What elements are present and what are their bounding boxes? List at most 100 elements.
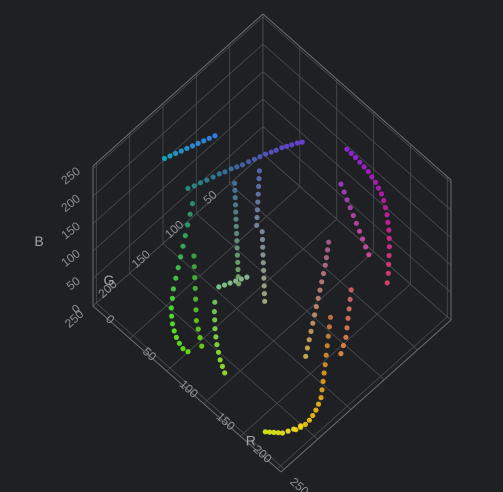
scatter-point[interactable] (214, 342, 220, 348)
scatter-point[interactable] (234, 230, 240, 237)
scatter-point[interactable] (256, 176, 262, 182)
scatter-point[interactable] (262, 298, 268, 304)
scatter-point[interactable] (294, 140, 300, 146)
scatter-point[interactable] (322, 262, 328, 268)
scatter-point[interactable] (262, 429, 268, 435)
scatter-point[interactable] (320, 378, 326, 384)
scatter-point[interactable] (199, 343, 205, 349)
scatter-point[interactable] (320, 270, 327, 277)
scatter-point[interactable] (293, 427, 299, 433)
scatter-point[interactable] (187, 211, 193, 217)
scatter-point[interactable] (285, 428, 291, 434)
scatter-point[interactable] (318, 395, 324, 401)
scatter-point[interactable] (299, 139, 305, 145)
scatter-point[interactable] (169, 313, 175, 319)
scatter-point[interactable] (185, 222, 191, 228)
scatter-point[interactable] (233, 209, 239, 215)
scatter-point[interactable] (360, 236, 366, 242)
scatter-point[interactable] (279, 145, 285, 151)
scatter-point[interactable] (232, 202, 239, 208)
scatter-point[interactable] (308, 328, 314, 334)
scatter-point[interactable] (215, 349, 222, 355)
scatter-point[interactable] (323, 255, 329, 261)
scatter-point[interactable] (338, 351, 344, 357)
scatter-point[interactable] (302, 421, 308, 427)
scatter-point[interactable] (306, 337, 312, 343)
scatter-point[interactable] (180, 346, 186, 352)
scatter-point[interactable] (236, 281, 242, 287)
scatter-point[interactable] (213, 334, 219, 340)
scatter-point[interactable] (254, 207, 260, 213)
scatter-point[interactable] (182, 233, 188, 239)
scatter-point[interactable] (192, 285, 198, 291)
scatter-point[interactable] (185, 349, 191, 355)
scatter-point[interactable] (255, 191, 261, 197)
scatter-point[interactable] (326, 239, 332, 245)
scatter-point[interactable] (261, 283, 267, 289)
scatter-point[interactable] (168, 305, 174, 311)
scatter-point[interactable] (323, 352, 329, 358)
scatter-point[interactable] (375, 185, 382, 191)
scatter-point[interactable] (348, 150, 354, 156)
scatter-point[interactable] (260, 244, 266, 250)
scatter-point[interactable] (344, 197, 350, 203)
scatter-point[interactable] (356, 228, 363, 234)
scatter-point[interactable] (361, 164, 367, 170)
scatter-point[interactable] (317, 287, 323, 293)
scatter-point[interactable] (169, 295, 175, 301)
scatter-point[interactable] (193, 296, 199, 302)
scatter-point[interactable] (327, 314, 334, 320)
scatter-point[interactable] (167, 153, 173, 159)
scatter-point[interactable] (216, 284, 222, 290)
scatter-point[interactable] (178, 254, 184, 260)
scatter-point[interactable] (189, 201, 196, 207)
scatter-point[interactable] (246, 159, 252, 165)
scatter-point[interactable] (201, 138, 207, 144)
scatter-point[interactable] (373, 179, 379, 185)
scatter-point[interactable] (211, 309, 217, 315)
scatter-point[interactable] (363, 244, 369, 250)
scatter-point[interactable] (322, 362, 328, 368)
scatter-point[interactable] (222, 169, 228, 175)
scatter-point[interactable] (298, 424, 304, 430)
scatter-point[interactable] (219, 363, 225, 369)
scatter-point[interactable] (227, 280, 233, 286)
scatter-point[interactable] (191, 264, 197, 270)
scatter-point[interactable] (161, 155, 167, 162)
scatter-point[interactable] (386, 235, 392, 241)
scatter-point[interactable] (271, 429, 277, 435)
scatter-point[interactable] (185, 185, 191, 191)
scatter-point[interactable] (326, 324, 332, 330)
scatter-point[interactable] (260, 260, 266, 266)
scatter-point[interactable] (191, 253, 197, 259)
scatter-point[interactable] (347, 296, 353, 302)
scatter-point[interactable] (345, 315, 351, 321)
scatter-point[interactable] (347, 205, 353, 211)
scatter-point[interactable] (384, 212, 390, 218)
scatter-point[interactable] (255, 199, 261, 205)
scatter-point[interactable] (313, 304, 319, 310)
scatter-point[interactable] (173, 334, 179, 340)
scatter-point[interactable] (381, 197, 387, 204)
scatter-point[interactable] (232, 187, 238, 193)
scatter-point[interactable] (210, 174, 216, 180)
scatter-point[interactable] (235, 259, 241, 265)
scatter-point[interactable] (386, 244, 392, 250)
scatter-point[interactable] (251, 156, 257, 162)
scatter-point[interactable] (261, 267, 267, 273)
scatter-point[interactable] (191, 183, 197, 189)
scatter-point[interactable] (244, 274, 250, 280)
scatter-point[interactable] (315, 401, 322, 407)
scatter-point[interactable] (386, 227, 392, 233)
scatter-point[interactable] (169, 321, 176, 327)
scatter-point[interactable] (263, 151, 269, 157)
scatter-point[interactable] (184, 145, 190, 151)
scatter-point[interactable] (352, 154, 359, 161)
scatter-point[interactable] (338, 181, 344, 187)
scatter-point[interactable] (222, 370, 228, 376)
scatter-point[interactable] (173, 275, 179, 281)
scatter-point[interactable] (279, 430, 286, 436)
scatter-point[interactable] (268, 149, 274, 155)
scatter-point[interactable] (257, 154, 263, 160)
